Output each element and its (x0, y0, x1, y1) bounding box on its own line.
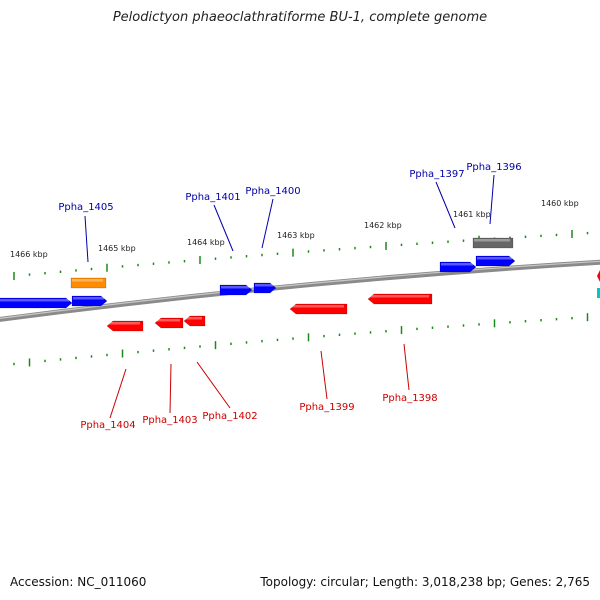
gene-ppha-1398[interactable] (367, 293, 433, 305)
gene-ppha-1400[interactable] (253, 282, 277, 294)
gene-ppha-1405[interactable] (70, 277, 107, 289)
gene-label[interactable]: Ppha_1400 (245, 186, 300, 197)
gene-forward[interactable] (71, 295, 108, 307)
gene-label[interactable]: Ppha_1397 (409, 169, 464, 180)
gene-label[interactable]: Ppha_1399 (299, 402, 354, 413)
gene-label[interactable]: Ppha_1401 (185, 192, 240, 203)
scale-label: 1463 kbp (277, 231, 315, 240)
gene-label[interactable]: Ppha_1404 (80, 420, 135, 431)
leader-line (84, 215, 89, 263)
gene-label[interactable]: Ppha_1405 (58, 202, 113, 213)
gene-forward[interactable] (0, 297, 73, 309)
leader-line (109, 368, 127, 419)
gene-label[interactable]: Ppha_1403 (142, 415, 197, 426)
gene-gray[interactable] (472, 237, 514, 249)
leader-line (403, 343, 410, 391)
gene-ppha-1397[interactable] (439, 261, 477, 273)
gene-label[interactable]: Ppha_1398 (382, 393, 437, 404)
genome-summary-text: Topology: circular; Length: 3,018,238 bp… (260, 575, 590, 589)
leader-line (489, 174, 495, 225)
leader-line (196, 361, 231, 409)
gene-label[interactable]: Ppha_1396 (466, 162, 521, 173)
leader-line (320, 350, 328, 400)
inner-tick-track (13, 313, 589, 367)
scale-label: 1464 kbp (187, 238, 225, 247)
gene-edge-cyan (597, 288, 600, 298)
genome-backbone (0, 259, 600, 322)
gene-edge-red (597, 270, 600, 282)
scale-label: 1462 kbp (364, 221, 402, 230)
scale-label: 1460 kbp (541, 199, 579, 208)
gene-ppha-1402[interactable] (183, 315, 206, 327)
gene-ppha-1403[interactable] (154, 317, 184, 329)
gene-ppha-1401[interactable] (219, 284, 253, 296)
scale-label: 1466 kbp (10, 250, 48, 259)
gene-ppha-1399[interactable] (289, 303, 348, 315)
scale-label: 1461 kbp (453, 210, 491, 219)
gene-ppha-1404[interactable] (106, 320, 144, 332)
outer-tick-track (13, 230, 589, 280)
map-title: Pelodictyon phaeoclathratiforme BU-1, co… (112, 10, 488, 25)
leader-line (435, 181, 456, 229)
accession-text: Accession: NC_011060 (10, 575, 147, 589)
leader-line (169, 363, 172, 414)
gene-label[interactable]: Ppha_1402 (202, 411, 257, 422)
gene-ppha-1396[interactable] (475, 255, 516, 267)
leader-line (213, 204, 234, 252)
scale-label: 1465 kbp (98, 244, 136, 253)
leader-line (261, 198, 274, 249)
